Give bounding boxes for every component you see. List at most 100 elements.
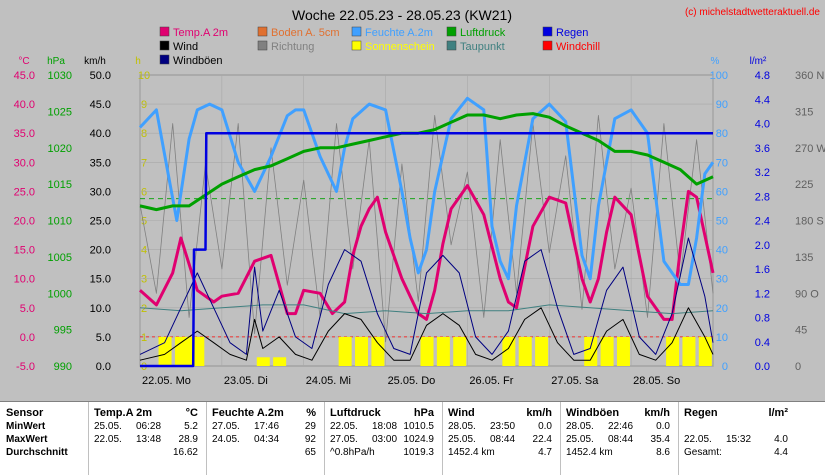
stats-value: 8.6 bbox=[656, 447, 670, 458]
wind-tick-label: 30.0 bbox=[90, 186, 111, 198]
legend-label: Taupunkt bbox=[460, 41, 505, 53]
pressure-tick-label: 1000 bbox=[48, 288, 72, 300]
sunshine-bar bbox=[518, 336, 532, 366]
sun-tick-label: 10 bbox=[138, 70, 150, 82]
sunshine-bar bbox=[502, 336, 516, 366]
humidity-tick-label: 60 bbox=[716, 186, 728, 198]
stats-row: 27.05. 17:46 29 bbox=[212, 420, 322, 433]
stats-header: Feuchte A.2m% bbox=[212, 406, 322, 420]
stats-time: 23:50 bbox=[490, 421, 516, 432]
series-temp-a-2m bbox=[139, 184, 715, 321]
stats-separator bbox=[678, 402, 679, 475]
stats-row: ^0.8hPa/h 1019.3 bbox=[330, 446, 440, 459]
pressure-unit: hPa bbox=[47, 56, 65, 67]
stats-header: Windböen km/h bbox=[566, 406, 676, 420]
stats-row: 22.05. 15:32 4.0 bbox=[684, 433, 794, 446]
direction-tick-label: 315 bbox=[795, 106, 813, 118]
sunshine-bar bbox=[600, 336, 614, 366]
stats-value: 1019.3 bbox=[403, 447, 434, 458]
weather-chart: Woche 22.05.23 - 28.05.23 (KW21) (c) mich… bbox=[14, 7, 825, 387]
stats-header-label: Temp.A 2m bbox=[94, 407, 153, 419]
stats-time: 22:46 bbox=[608, 421, 634, 432]
legend-label: Temp.A 2m bbox=[173, 27, 228, 39]
sun-tick-label: 2 bbox=[141, 303, 147, 315]
stats-column: Wind km/h 28.05. 23:50 0.0 25.05. 08:44 22.4 145… bbox=[448, 402, 558, 475]
sunshine-bar bbox=[535, 336, 549, 366]
stats-time: 13:48 bbox=[136, 434, 162, 445]
direction-tick-label: 270 W bbox=[795, 143, 825, 155]
sunshine-bar bbox=[420, 336, 434, 366]
temp-tick-label: 30.0 bbox=[14, 157, 35, 169]
stats-date: MinWert bbox=[6, 421, 46, 432]
wind-tick-label: 45.0 bbox=[90, 99, 111, 111]
rain-tick-label: 4.8 bbox=[755, 70, 770, 82]
direction-tick-label: 0 bbox=[795, 361, 801, 373]
stats-date: 25.05. bbox=[566, 434, 594, 445]
rain-tick-label: 2.8 bbox=[755, 191, 770, 203]
legend-label: Wind bbox=[173, 41, 198, 53]
direction-line bbox=[139, 115, 714, 343]
legend-label: Sonnenschein bbox=[365, 41, 435, 53]
stats-value: 92 bbox=[304, 434, 316, 445]
rain-tick-label: 0.4 bbox=[755, 337, 770, 349]
stats-date: 24.05. bbox=[212, 434, 240, 445]
legend-label: Windböen bbox=[173, 55, 223, 67]
stats-row: Durchschnitt bbox=[6, 446, 90, 459]
rain-tick-label: 2.4 bbox=[755, 216, 770, 228]
pressure-tick-label: 1005 bbox=[48, 252, 72, 264]
stats-row: 16.62 bbox=[94, 446, 204, 459]
rain-tick-label: 0.8 bbox=[755, 313, 770, 325]
sun-tick-label: 8 bbox=[141, 128, 147, 140]
stats-header: Wind km/h bbox=[448, 406, 558, 420]
stats-date: 27.05. bbox=[212, 421, 240, 432]
sunshine-bar bbox=[273, 357, 287, 366]
stats-separator bbox=[560, 402, 561, 475]
legend-swatch bbox=[159, 54, 170, 65]
stats-date: 25.05. bbox=[94, 421, 122, 432]
stats-row: 28.05. 23:50 0.0 bbox=[448, 420, 558, 433]
stats-time: 18:08 bbox=[372, 421, 398, 432]
rain-tick-label: 3.6 bbox=[755, 143, 770, 155]
sun-tick-label: 6 bbox=[141, 186, 147, 198]
sunshine-bar bbox=[371, 336, 385, 366]
stats-header-unit: % bbox=[306, 407, 316, 419]
series-luftdruck bbox=[139, 112, 714, 212]
humidity-tick-label: 90 bbox=[716, 99, 728, 111]
wind-tick-label: 35.0 bbox=[90, 157, 111, 169]
credit-text: (c) michelstadtwetteraktuell.de bbox=[685, 7, 820, 18]
humidity-unit: % bbox=[711, 56, 720, 67]
sun-tick-label: 5 bbox=[141, 216, 147, 228]
stats-header-unit: km/h bbox=[526, 407, 552, 419]
stats-date: 28.05. bbox=[448, 421, 476, 432]
stats-value: 28.9 bbox=[178, 434, 198, 445]
stats-row: 22.05. 18:08 1010.5 bbox=[330, 420, 440, 433]
stats-header-unit: l/m² bbox=[768, 407, 788, 419]
stats-date: ^0.8hPa/h bbox=[330, 447, 375, 458]
sunshine-bar bbox=[616, 336, 630, 366]
stats-value: 1010.5 bbox=[403, 421, 434, 432]
stats-date: MaxWert bbox=[6, 434, 48, 445]
direction-tick-label: 90 O bbox=[795, 288, 819, 300]
wind-tick-label: 50.0 bbox=[90, 70, 111, 82]
temp-tick-label: 45.0 bbox=[14, 70, 35, 82]
wind-tick-label: 0.0 bbox=[96, 361, 111, 373]
wind-tick-label: 40.0 bbox=[90, 128, 111, 140]
temp-tick-label: 40.0 bbox=[14, 99, 35, 111]
stats-separator bbox=[324, 402, 325, 475]
stats-row: 27.05. 03:00 1024.9 bbox=[330, 433, 440, 446]
rain-tick-label: 3.2 bbox=[755, 167, 770, 179]
stats-separator bbox=[88, 402, 89, 475]
temp-tick-label: -5.0 bbox=[16, 361, 35, 373]
sunshine-bar bbox=[355, 336, 369, 366]
temp-tick-label: 35.0 bbox=[14, 128, 35, 140]
wind-tick-label: 10.0 bbox=[90, 303, 111, 315]
series-wind bbox=[139, 307, 714, 361]
stats-row: 25.05. 08:44 35.4 bbox=[566, 433, 676, 446]
stats-time: 15:32 bbox=[726, 434, 752, 445]
wind-unit: km/h bbox=[84, 56, 106, 67]
pressure-tick-label: 1030 bbox=[48, 70, 72, 82]
sunshine-bar bbox=[584, 336, 598, 366]
stats-header-label: Feuchte A.2m bbox=[212, 407, 284, 419]
wind-tick-label: 5.0 bbox=[96, 332, 111, 344]
stats-row: 24.05. 04:34 92 bbox=[212, 433, 322, 446]
